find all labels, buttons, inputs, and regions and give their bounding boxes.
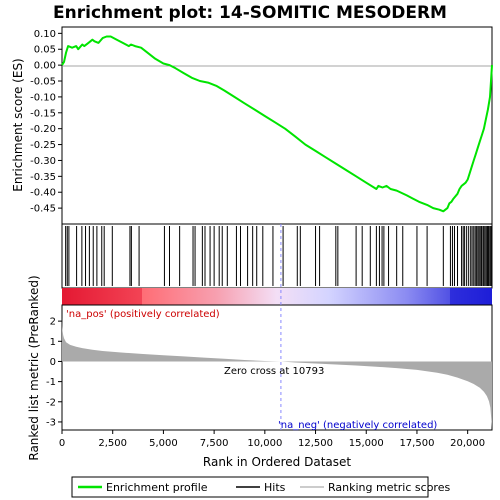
rank-gradient-neg-block	[450, 288, 492, 305]
metric-y-tick-label: -3	[46, 417, 56, 428]
chart-title: Enrichment plot: 14-SOMITIC MESODERM	[53, 3, 447, 23]
es-y-axis-label: Enrichment score (ES)	[11, 58, 25, 191]
es-panel: 0.10 0.05 0.00 -0.05 -0.10 -0.15 -0.20 -0.25 -0.…	[11, 26, 493, 225]
es-y-tick-label: 0.10	[34, 29, 56, 40]
legend-label-profile: Enrichment profile	[106, 481, 208, 494]
es-y-tick-label: -0.20	[30, 124, 56, 135]
es-y-tick-label: -0.30	[30, 156, 56, 167]
x-tick-label: 10,000	[247, 438, 282, 449]
es-y-tick-label: -0.05	[30, 77, 56, 88]
legend-label-metric: Ranking metric scores	[328, 481, 450, 494]
rank-gradient-pos-block	[62, 288, 142, 305]
metric-y-axis-label: Ranked list metric (PreRanked)	[27, 275, 41, 460]
metric-y-ticks: 2 1 0 -1 -2 -3	[46, 317, 62, 428]
legend: Enrichment profile Hits Ranking metric s…	[71, 476, 450, 498]
pos-label: 'na_pos' (positively correlated)	[66, 309, 220, 320]
x-tick-label: 2,500	[98, 438, 127, 449]
enrichment-profile-line	[61, 35, 493, 213]
metric-panel: 2 1 0 -1 -2 -3 'na_pos' (positively correlate…	[27, 224, 493, 469]
es-y-tick-label: -0.40	[30, 188, 56, 199]
x-tick-label: 12,500	[298, 438, 333, 449]
es-y-tick-label: -0.10	[30, 92, 56, 103]
metric-y-tick-label: -2	[46, 397, 56, 408]
rank-gradient	[62, 288, 492, 305]
x-axis-ticks: 0 2,500 5,000 7,500 10,000 12,500 15,000 17,500…	[59, 430, 485, 449]
x-tick-label: 7,500	[200, 438, 229, 449]
metric-y-tick-label: 1	[50, 337, 56, 348]
x-axis-label: Rank in Ordered Dataset	[203, 455, 351, 469]
es-y-ticks: 0.10 0.05 0.00 -0.05 -0.10 -0.15 -0.20 -0.25 -0.…	[30, 29, 62, 215]
es-y-tick-label: -0.45	[30, 204, 56, 215]
x-tick-label: 15,000	[349, 438, 384, 449]
es-y-tick-label: 0.00	[34, 61, 56, 72]
es-plot-area	[61, 26, 493, 225]
x-tick-label: 17,500	[399, 438, 434, 449]
es-y-tick-label: 0.05	[34, 45, 56, 56]
metric-y-tick-label: 2	[50, 317, 56, 328]
metric-y-tick-label: 0	[50, 357, 56, 368]
zero-cross-label: Zero cross at 10793	[224, 366, 324, 377]
hits-panel	[61, 223, 493, 289]
neg-label: 'na_neg' (negatively correlated)	[278, 420, 437, 431]
x-tick-label: 5,000	[149, 438, 178, 449]
es-y-tick-label: -0.15	[30, 108, 56, 119]
x-tick-label: 0	[59, 438, 65, 449]
hit-markers	[65, 226, 493, 286]
rank-color-bar	[62, 288, 492, 305]
x-tick-label: 20,000	[450, 438, 485, 449]
es-y-tick-label: -0.35	[30, 172, 56, 183]
metric-y-tick-label: -1	[46, 377, 56, 388]
legend-label-hits: Hits	[264, 481, 286, 494]
es-y-tick-label: -0.25	[30, 140, 56, 151]
